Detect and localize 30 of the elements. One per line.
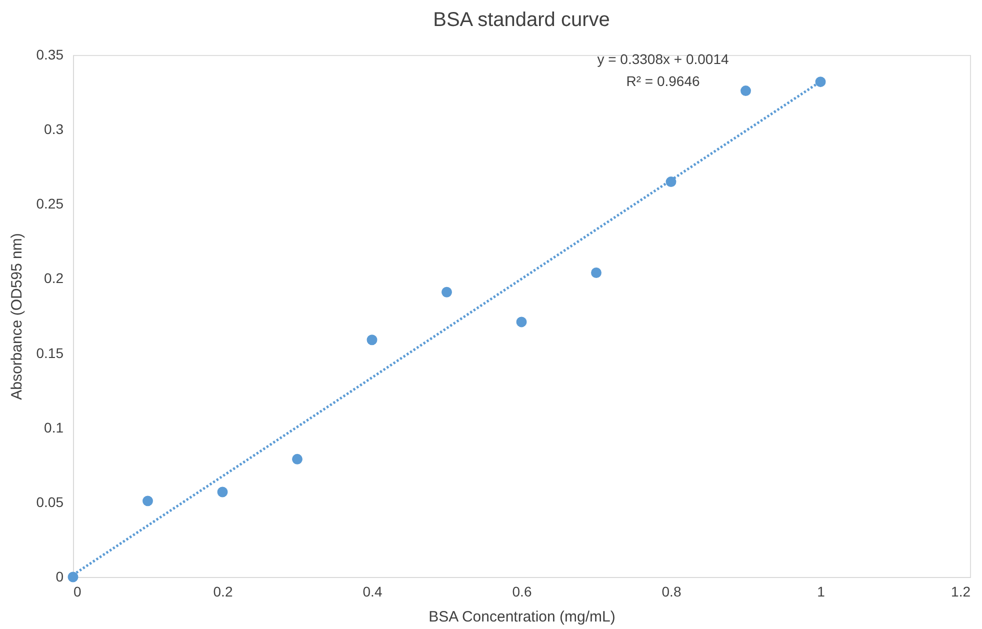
x-tick-label: 1 [817, 584, 826, 600]
x-tick-label: 0 [74, 584, 82, 600]
x-tick-label: 1.2 [951, 584, 971, 600]
y-tick-label: 0 [56, 568, 64, 584]
point [217, 486, 228, 498]
y-axis-title: Absorbance (OD595 nm) [8, 233, 26, 400]
y-tick-label: 0.35 [36, 46, 64, 62]
x-tick-label: 0.4 [362, 584, 382, 600]
y-tick-label: 0.3 [44, 121, 64, 138]
x-tick-label: 0.8 [662, 584, 682, 600]
y-tick-label: 0.05 [36, 494, 64, 510]
y-tick-label: 0.25 [36, 196, 64, 212]
point [68, 572, 78, 582]
x-tick-label: 0.2 [213, 584, 233, 600]
point [366, 334, 378, 346]
point [815, 76, 826, 88]
point [442, 286, 452, 298]
point [142, 496, 153, 506]
annotation: y = 0.3308x + 0.0014 [597, 51, 729, 67]
chart-title: BSA standard curve [433, 9, 610, 31]
point [591, 268, 602, 278]
point [740, 86, 751, 96]
y-tick-label: 0.1 [44, 419, 64, 436]
point [292, 454, 302, 464]
x-axis-title: BSA Concentration (mg/mL) [428, 608, 616, 626]
y-tick-label: 0.2 [44, 270, 64, 286]
y-tick-label: 0.15 [36, 344, 64, 361]
annotation: R² = 0.9646 [626, 73, 700, 89]
x-tick-label: 0.6 [512, 584, 532, 600]
point [516, 316, 527, 328]
